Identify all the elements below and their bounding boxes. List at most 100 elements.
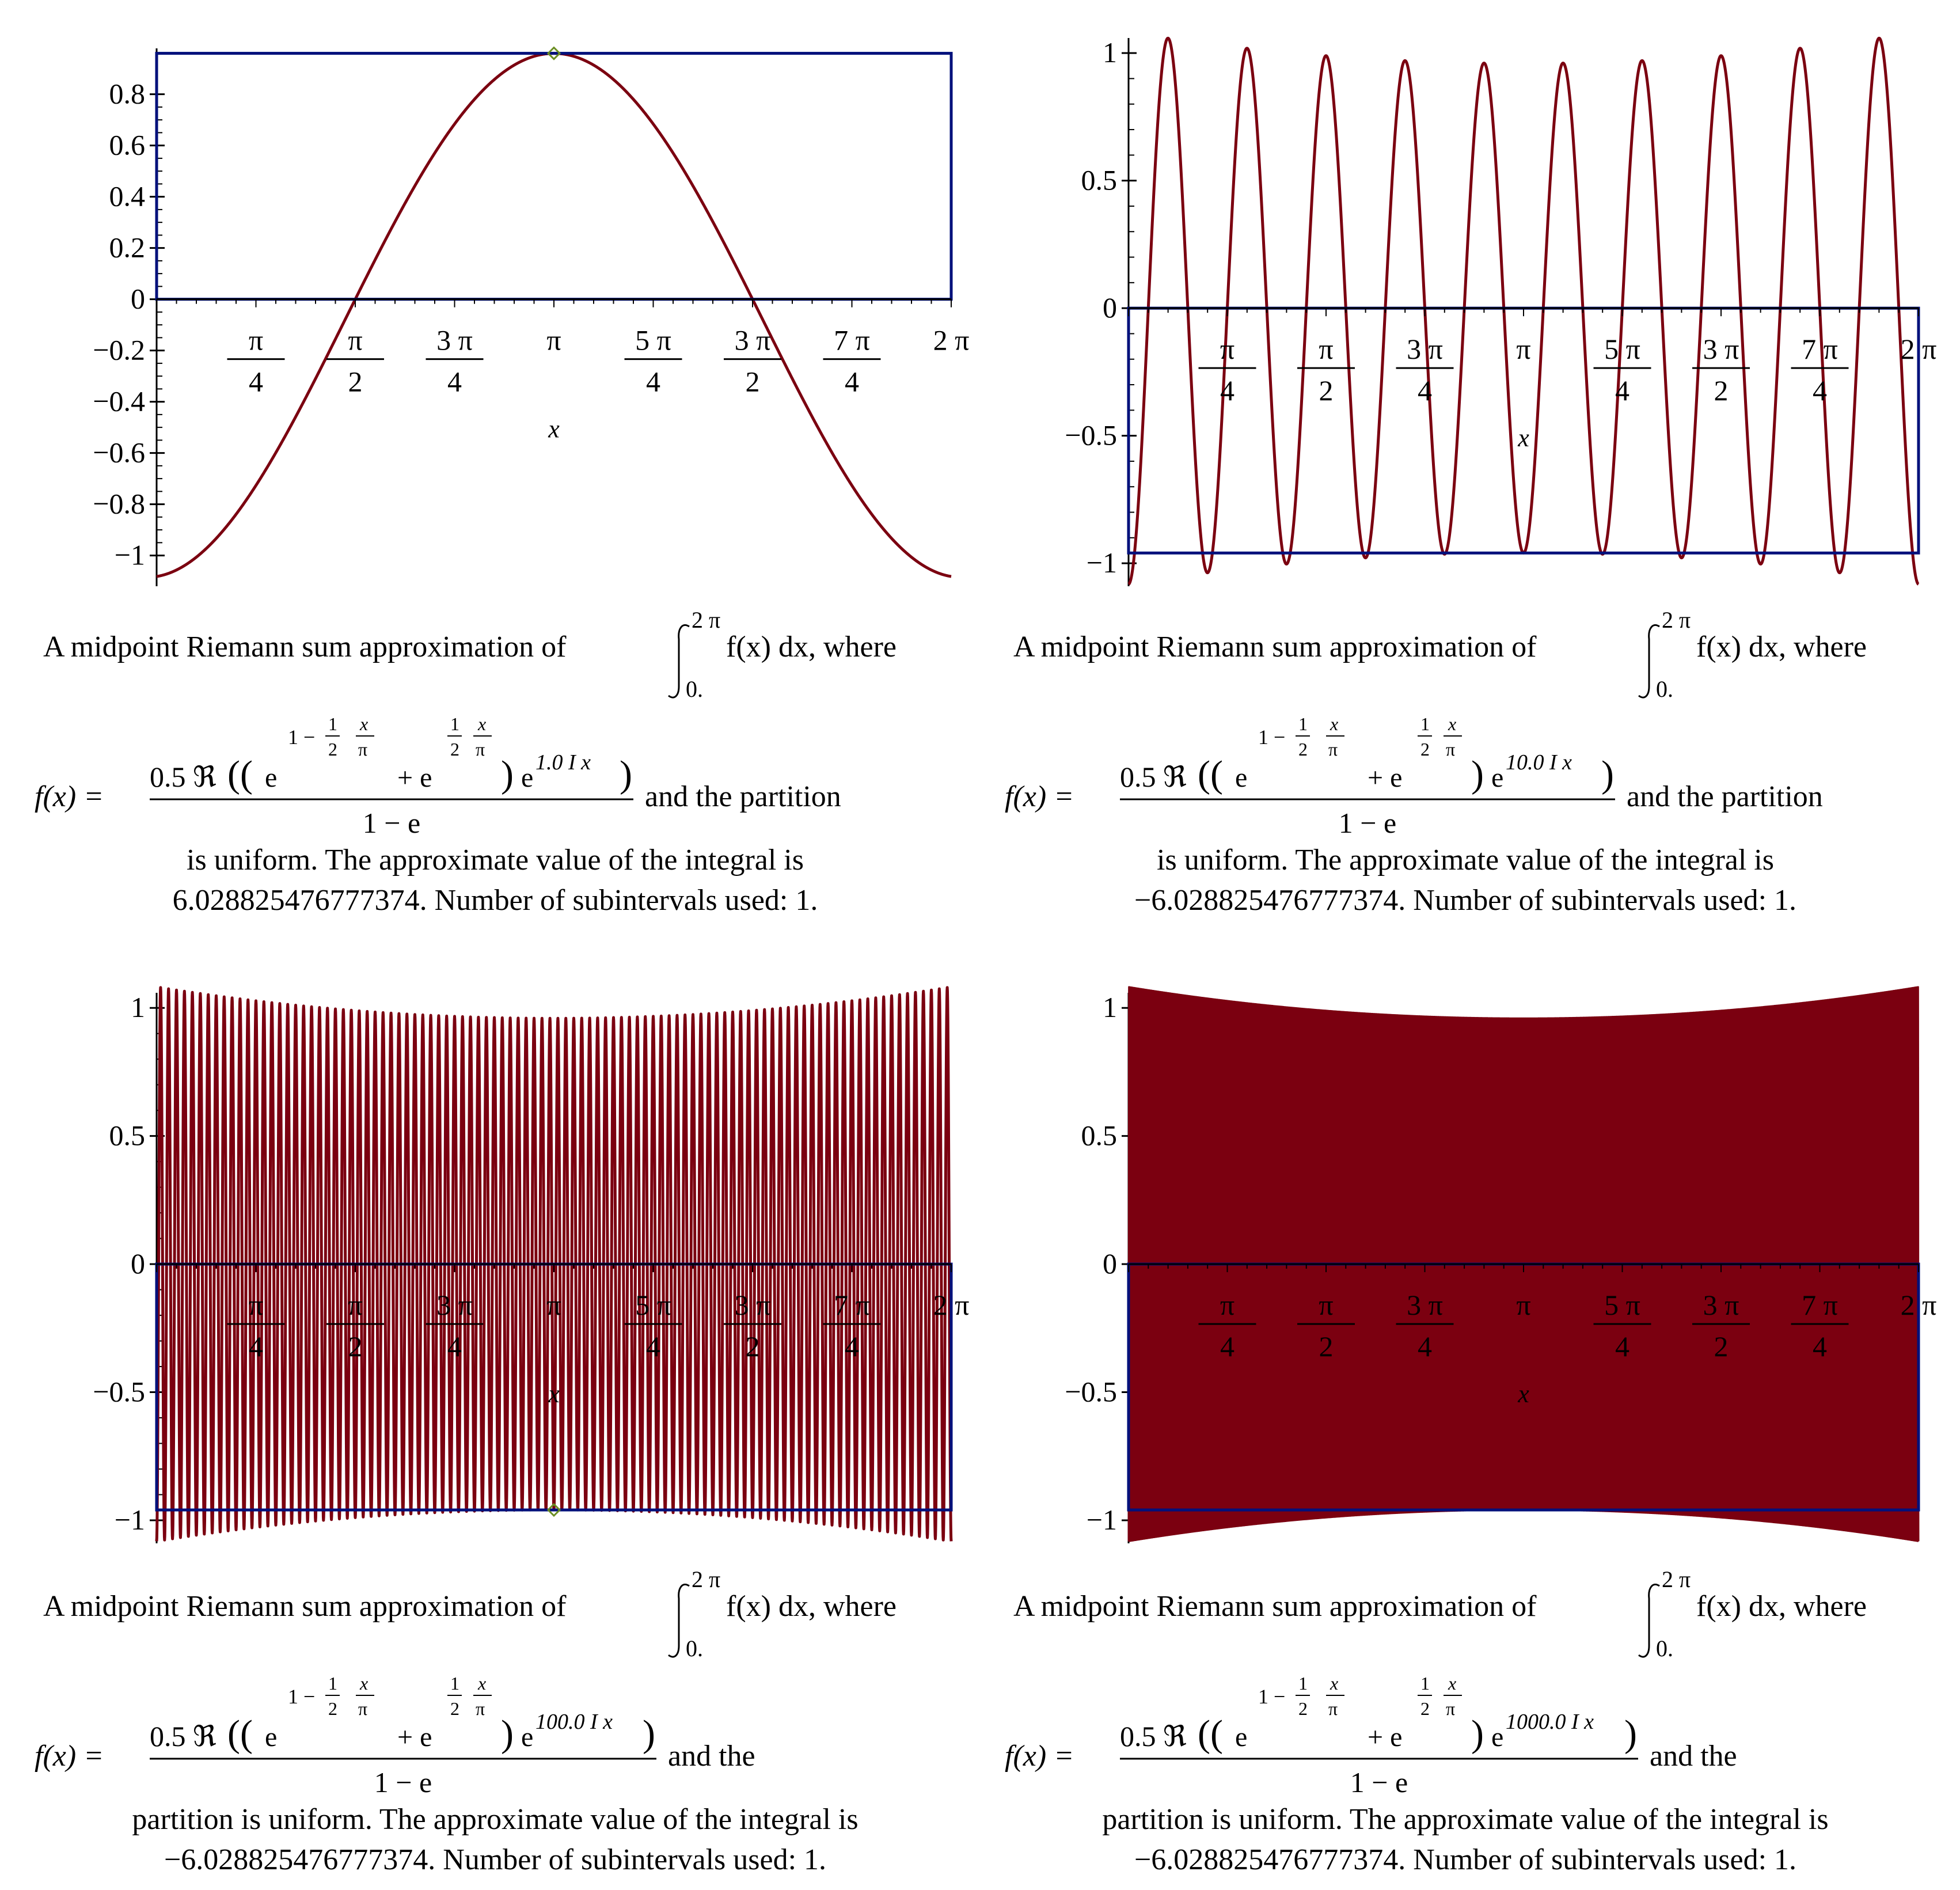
x-tick-label: 7 π4 [1791,333,1849,407]
y-tick-label: 1 [131,991,145,1023]
x-tick-numerator: 7 π [1802,1289,1838,1321]
y-tick-label: 0 [131,1247,145,1280]
x-tick-numerator: π [1319,1289,1333,1321]
x-tick-label: π2 [326,324,384,398]
x-tick-denominator: 2 [746,1330,760,1363]
formula-half-den-2: 2 [1420,1698,1430,1719]
y-tick-label: −0.6 [93,437,145,469]
formula-paren: (( [1198,1713,1223,1755]
formula-e-1: e [1235,762,1247,793]
x-tick-label: 3 π4 [426,324,484,398]
caption-line-2: −6.028825476777374. Number of subinterva… [1134,884,1796,917]
integral-sign [1638,1584,1660,1658]
caption-line-1: partition is uniform. The approximate va… [132,1803,858,1836]
formula-coefficient: 0.5 ℜ [1120,761,1187,793]
x-tick-numerator: 5 π [1604,1289,1640,1321]
x-tick-label: π4 [227,1289,285,1363]
x-tick-denominator: 2 [746,366,760,398]
formula-paren: ) [643,1713,655,1755]
integral-sign [668,1584,690,1658]
integral-lower-limit: 0. [1656,676,1673,702]
x-tick-numerator: 3 π [436,1289,473,1321]
y-tick-label: 0.8 [109,78,146,110]
formula-pi-den: π [358,739,367,760]
formula-pi-den-2: π [476,739,485,760]
integral-lower-limit: 0. [1656,1635,1673,1661]
formula-exp-frequency: 100.0 I x [535,1710,613,1734]
x-tick-denominator: 4 [1615,1330,1629,1363]
y-tick-label: −0.5 [1065,419,1117,451]
formula-plus-e: + e [1368,762,1402,793]
caption-intro: A midpoint Riemann sum approximation of [1013,1590,1537,1623]
x-tick-label: 3 π2 [724,324,781,398]
formula-denominator: 1 − e [1339,807,1396,839]
x-tick-numerator: 3 π [735,324,771,356]
x-tick-denominator: 2 [1714,374,1729,407]
x-tick-numerator: π [348,324,362,356]
formula-x-num: x [1330,1673,1338,1694]
caption-line-1: partition is uniform. The approximate va… [1102,1803,1828,1836]
formula-denominator: 1 − e [1350,1766,1408,1798]
formula-exp-frequency: 10.0 I x [1506,750,1572,775]
caption-line-1: is uniform. The approximate value of the… [187,844,804,876]
formula-coefficient: 0.5 ℜ [1120,1720,1187,1752]
formula-pi-den-2: π [476,1698,485,1719]
x-tick-label: 7 π4 [823,1289,881,1363]
formula-half-num: 1 [328,714,337,734]
midpoint-rectangle [155,52,953,301]
caption-line-2: −6.028825476777374. Number of subinterva… [1134,1843,1796,1876]
x-tick-label: π [1516,1289,1530,1321]
x-tick-numerator: 7 π [1802,333,1838,365]
y-tick-label: −1 [115,539,145,571]
x-tick-value: π [1516,1289,1530,1321]
x-tick-numerator: π [249,324,263,356]
caption: A midpoint Riemann sum approximation of 2… [35,607,897,917]
caption: A midpoint Riemann sum approximation of 2… [1005,1566,1867,1876]
formula-half-num-2: 1 [450,1673,459,1694]
midpoint-marker [546,1502,561,1517]
formula-half-num: 1 [328,1673,337,1694]
formula-plus-e: + e [397,1722,432,1752]
y-tick-label: −0.4 [93,385,145,418]
caption-integrand: f(x) dx, where [726,631,897,663]
x-tick-label: 3 π2 [724,1289,781,1363]
formula-paren: ) [1471,753,1484,795]
formula-half-num-2: 1 [1420,714,1430,734]
y-tick-label: 0 [1103,1247,1117,1280]
formula-e-1: e [265,762,277,793]
x-axis-label: x [548,1380,560,1408]
x-tick-denominator: 4 [249,366,263,398]
y-tick-label: 0.5 [109,1119,146,1152]
y-tick-label: −1 [115,1504,145,1536]
x-tick-label: 2 π [933,324,970,356]
integral-upper-limit: 2 π [692,1566,720,1592]
formula-coefficient: 0.5 ℜ [150,1720,216,1752]
x-tick-label: 7 π4 [1791,1289,1849,1363]
x-tick-label: π [546,1289,561,1321]
x-tick-label: 7 π4 [823,324,881,398]
formula-paren: ) [1471,1713,1484,1755]
formula-x-num: x [359,1673,368,1694]
y-tick-label: 0 [131,283,145,315]
formula-e-3: e [1491,1722,1503,1752]
formula-e-3: e [521,762,533,793]
formula-x-num: x [359,714,368,734]
formula-x-num: x [1330,714,1338,734]
formula-half-den: 2 [1298,739,1308,760]
formula-half-num: 1 [1298,1673,1308,1694]
integral-upper-limit: 2 π [692,607,720,633]
formula-e-3: e [1491,762,1503,793]
formula-x-num-2: x [1448,714,1456,734]
caption: A midpoint Riemann sum approximation of 2… [35,1566,897,1876]
x-tick-denominator: 4 [1615,374,1629,407]
formula-denominator: 1 − e [363,807,420,839]
formula-pi-den: π [1328,739,1338,760]
formula-plus-e: + e [1368,1722,1402,1752]
formula-exponent-one: 1 − [288,1685,315,1708]
x-tick-denominator: 4 [447,366,462,398]
x-tick-label: 2 π [933,1289,970,1321]
x-tick-numerator: 5 π [1604,333,1640,365]
